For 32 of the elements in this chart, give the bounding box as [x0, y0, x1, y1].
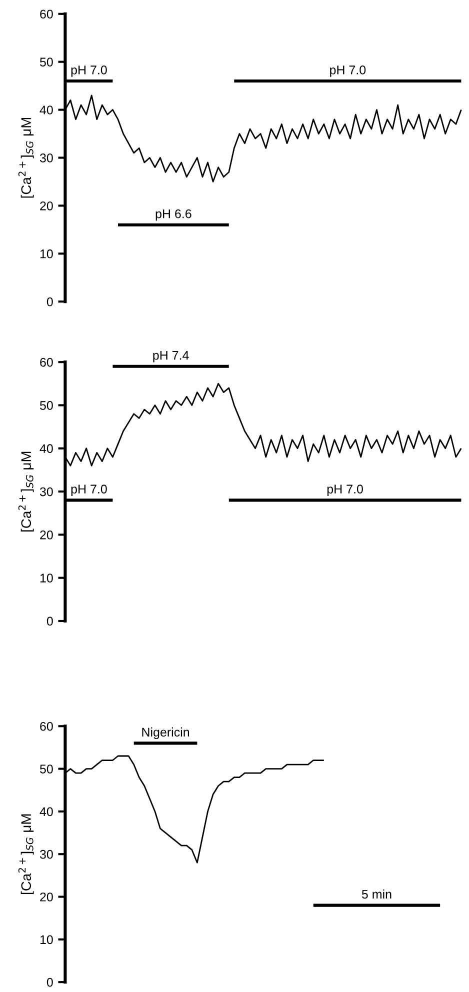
y-tick-label: 40 — [40, 807, 53, 816]
y-axis-title: [Ca$^{2+}$]$_{SG}$ μM — [18, 814, 34, 894]
annotation: pH 6.6 — [156, 209, 192, 221]
y-axis-title: [Ca$^{2+}$]$_{SG}$ μM — [18, 452, 34, 532]
y-tick-label: 40 — [40, 444, 53, 454]
y-tick-label: 60 — [40, 358, 53, 367]
y-tick-label: 20 — [40, 201, 53, 210]
y-tick-label: 0 — [46, 616, 53, 626]
y-tick-label: 20 — [40, 892, 53, 902]
annotation: pH 7.0 — [71, 484, 107, 496]
y-tick-label: 30 — [40, 850, 53, 859]
y-tick-label: 0 — [46, 978, 53, 987]
annotation: pH 7.0 — [71, 66, 107, 77]
y-tick-label: 30 — [40, 154, 53, 162]
y-tick-label: 50 — [40, 401, 53, 410]
annotation: pH 7.0 — [330, 66, 366, 77]
annotation: 5 min — [362, 889, 392, 899]
annotation: pH 7.4 — [153, 351, 189, 362]
y-tick-label: 30 — [40, 487, 53, 496]
y-tick-label: 10 — [40, 574, 53, 582]
y-tick-label: 50 — [40, 58, 53, 66]
y-tick-label: 50 — [40, 764, 53, 774]
y-tick-label: 20 — [40, 530, 53, 540]
y-tick-label: 40 — [40, 106, 53, 114]
y-tick-label: 0 — [46, 297, 53, 306]
y-tick-label: 60 — [40, 10, 53, 19]
y-axis-title: [Ca$^{2+}$]$_{SG}$ μM — [18, 118, 34, 198]
annotation: pH 7.0 — [327, 484, 363, 496]
y-tick-label: 60 — [40, 722, 53, 731]
y-tick-label: 10 — [40, 249, 53, 258]
annotation: Nigericin — [142, 727, 190, 740]
y-tick-label: 10 — [40, 935, 53, 944]
